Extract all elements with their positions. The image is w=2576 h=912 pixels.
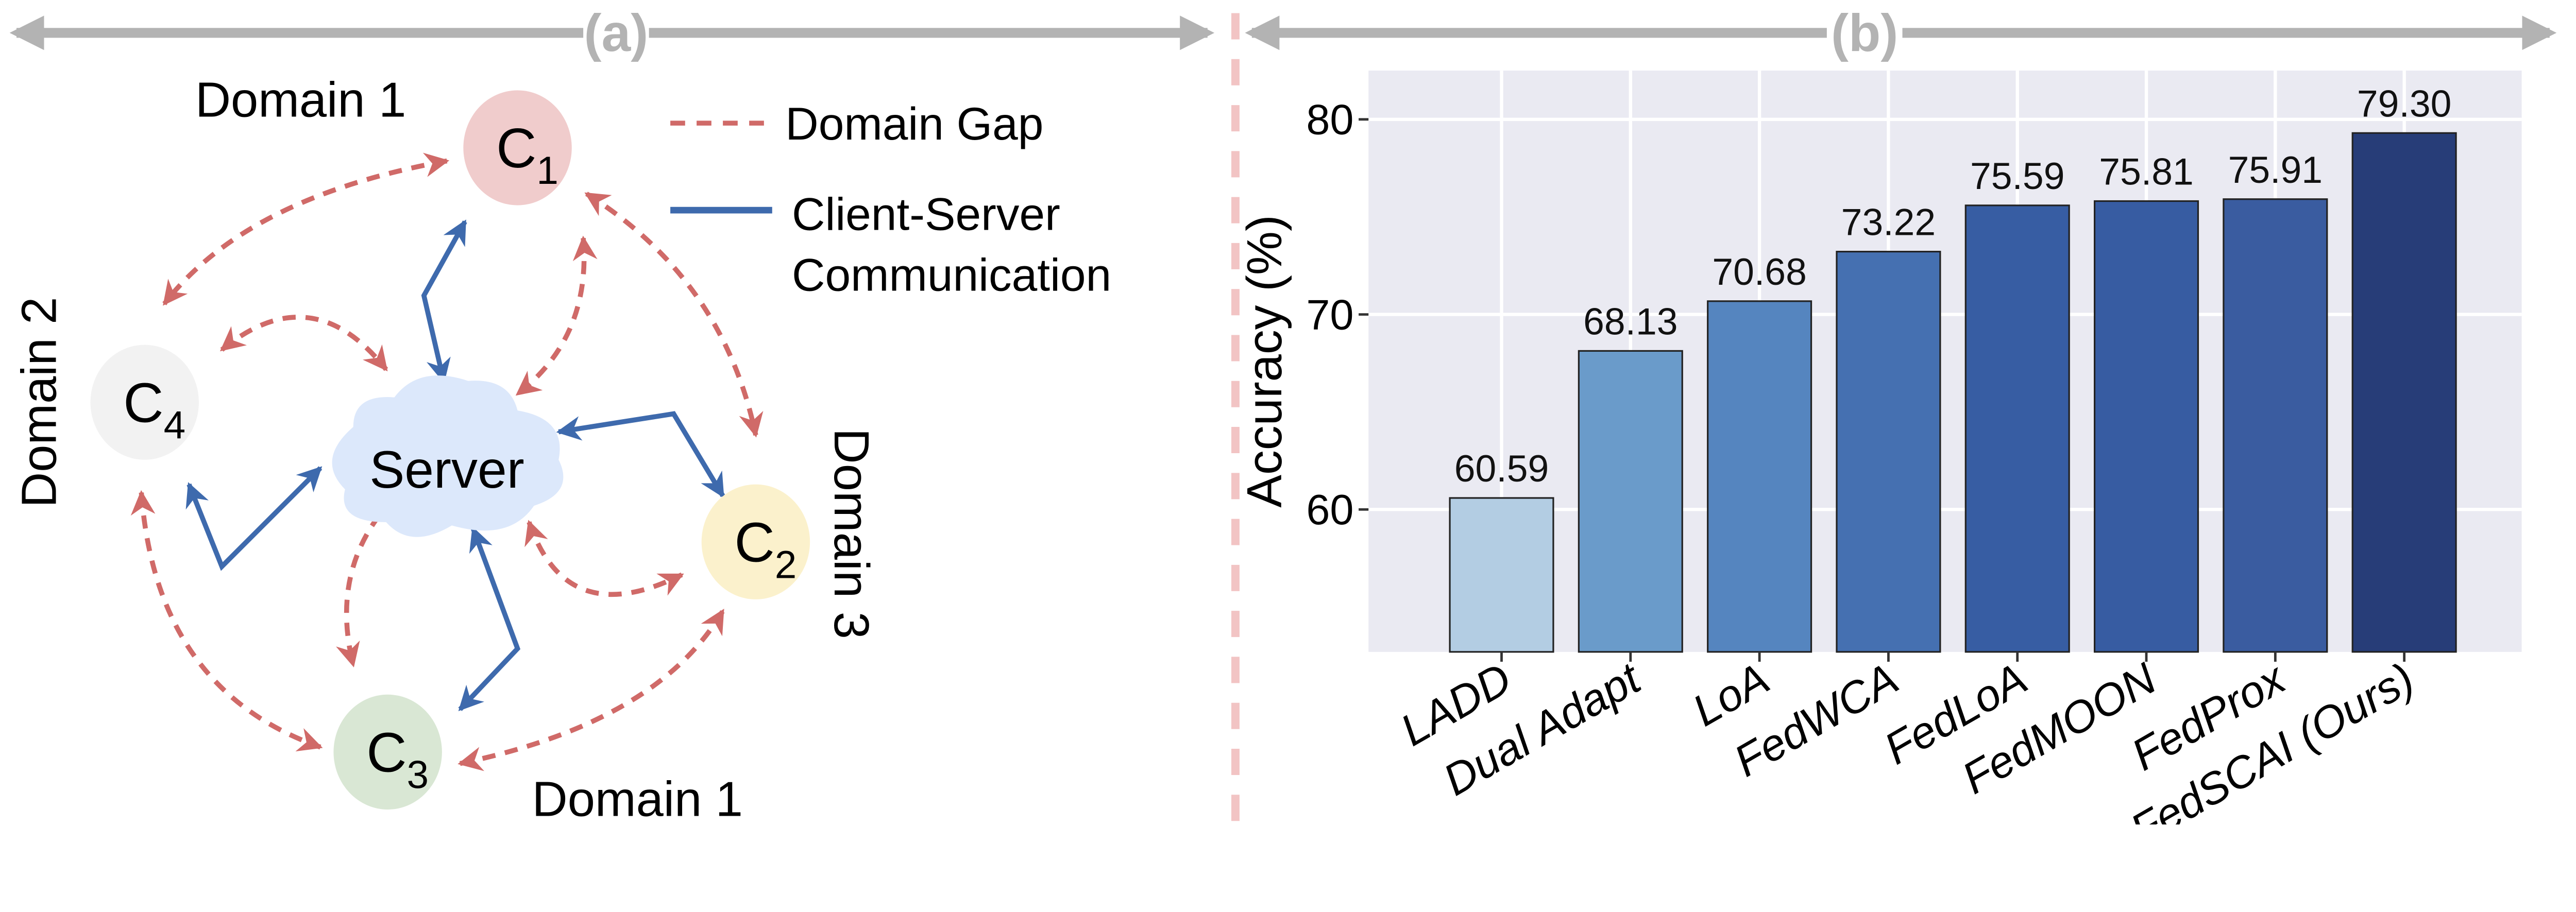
y-axis-label: Accuracy (%) xyxy=(1237,215,1292,508)
bar-loa xyxy=(1707,300,1812,653)
panel-a-header: (a) xyxy=(9,4,1215,62)
panel-a-label: (a) xyxy=(584,4,649,62)
domain-label-left: Domain 2 xyxy=(12,297,67,508)
y-tick-label: 60 xyxy=(1306,486,1353,534)
client-circle xyxy=(90,345,199,460)
value-label: 60.59 xyxy=(1454,448,1549,490)
panel-b-header: (b) xyxy=(1245,4,2557,62)
comm-arrow-c1 xyxy=(421,219,467,384)
value-label: 75.59 xyxy=(1970,155,2065,197)
cloud-icon xyxy=(332,375,564,537)
svg-text:C2: C2 xyxy=(734,511,796,587)
value-label: 73.22 xyxy=(1841,201,1936,244)
legend-domain-gap: Domain Gap xyxy=(785,98,1043,149)
bar-fedscai-ours- xyxy=(2351,132,2457,653)
communication-arrows xyxy=(185,219,725,711)
client-c2: C2 xyxy=(701,484,810,599)
diagram: Server C1 C4 C2 C3 Domain 1 Domain 2 Dom… xyxy=(12,72,1112,824)
client-circle xyxy=(701,484,810,599)
bar-fedwca xyxy=(1836,251,1941,653)
legend-comm-line1: Client-Server xyxy=(792,188,1060,239)
y-tick-label: 80 xyxy=(1306,96,1353,144)
client-c3: C3 xyxy=(333,694,442,810)
panel-b-label: (b) xyxy=(1831,4,1898,62)
bar-dual-adapt xyxy=(1578,350,1683,653)
svg-text:C4: C4 xyxy=(123,371,185,447)
legend: Domain Gap Client-Server Communication xyxy=(670,98,1111,300)
bar-fedmoon xyxy=(2094,200,2199,653)
gap-arrow-c4-c3 xyxy=(130,490,323,752)
y-ticks: 60 70 80 xyxy=(1306,96,1369,534)
bar-ladd xyxy=(1449,497,1554,653)
value-label: 68.13 xyxy=(1583,301,1678,343)
svg-text:C1: C1 xyxy=(496,117,558,193)
y-tick-label: 70 xyxy=(1306,290,1353,338)
client-circle xyxy=(463,90,572,205)
plot-area xyxy=(1368,71,2522,652)
server-label: Server xyxy=(369,440,524,499)
client-c4: C4 xyxy=(90,345,199,460)
figure: (a) (b) Server C1 xyxy=(9,4,2557,824)
server-node: Server xyxy=(332,375,564,537)
value-label: 79.30 xyxy=(2357,82,2452,125)
bars xyxy=(1449,132,2457,653)
gap-arrow-c1-c2 xyxy=(584,192,764,438)
domain-label-top: Domain 1 xyxy=(195,72,406,127)
legend-comm-line2: Communication xyxy=(792,249,1111,300)
gap-arrow-c1-server xyxy=(515,235,598,397)
value-label: 70.68 xyxy=(1712,251,1807,293)
value-label: 75.91 xyxy=(2228,149,2323,191)
client-circle xyxy=(333,694,442,810)
client-c1: C1 xyxy=(463,90,572,205)
comm-arrow-c2 xyxy=(556,411,725,498)
comm-arrow-c3 xyxy=(458,526,521,711)
gap-arrow-server-c2 xyxy=(524,520,684,597)
comm-arrow-c4 xyxy=(185,466,323,571)
domain-label-right: Domain 3 xyxy=(824,428,879,639)
value-label: 75.81 xyxy=(2099,151,2194,193)
bar-fedprox xyxy=(2223,198,2328,653)
bar-chart: 60.59 68.13 70.68 73.22 75.59 75.81 75.91 79.30… xyxy=(1237,71,2522,824)
value-labels: 60.59 68.13 70.68 73.22 75.59 75.81 75.91 79.30 xyxy=(1454,82,2452,490)
gap-arrow-c1-c4 xyxy=(162,152,450,306)
bar-fedloa xyxy=(1964,204,2070,653)
svg-text:C3: C3 xyxy=(366,721,429,797)
gap-arrow-c4-server xyxy=(219,315,388,372)
gap-arrow-c3-c2 xyxy=(457,609,725,771)
domain-label-bottom: Domain 1 xyxy=(532,772,743,824)
